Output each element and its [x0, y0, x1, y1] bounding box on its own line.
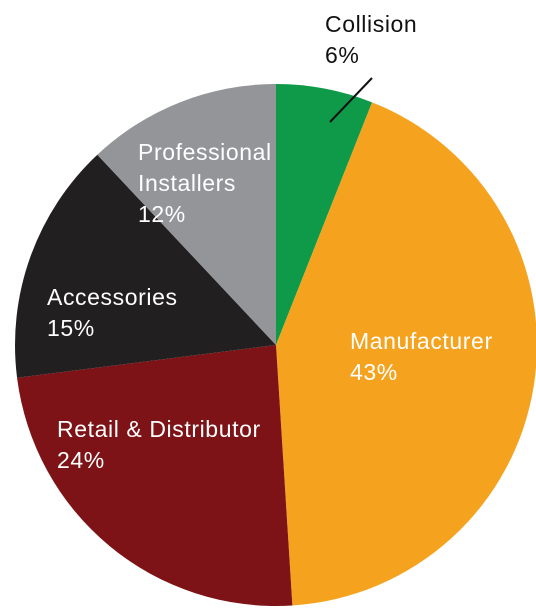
slice-label-accessories: Accessories 15%	[47, 284, 178, 341]
slice-label-manufacturer: Manufacturer 43%	[350, 328, 493, 385]
slice-label-professional-installers: Professional Installers 12%	[138, 139, 272, 227]
slice-label-name: Accessories	[47, 284, 178, 310]
slice-label-name: Professional	[138, 139, 272, 165]
slice-labels: Collision 6% Manufacturer 43% Retail & Distr…	[47, 11, 493, 473]
pie-slice-manufacturer	[276, 102, 536, 606]
pie-slices	[15, 84, 536, 606]
slice-label-value: 43%	[350, 359, 398, 385]
slice-label-name: Collision	[325, 11, 417, 37]
slice-label-collision: Collision 6%	[325, 11, 417, 68]
slice-label-value: 15%	[47, 315, 95, 341]
slice-label-value: 12%	[138, 201, 186, 227]
pie-slice-accessories	[15, 154, 276, 378]
slice-label-value: 6%	[325, 42, 359, 68]
pie-slice-professional-installers	[97, 84, 276, 345]
slice-label-value: 24%	[57, 447, 105, 473]
slice-label-name: Manufacturer	[350, 328, 493, 354]
slice-label-name: Installers	[138, 170, 236, 196]
collision-leader-line	[329, 77, 373, 123]
pie-slice-collision	[276, 84, 373, 345]
slice-label-retail-and-distributor: Retail & Distributor 24%	[57, 416, 261, 473]
slice-label-name: Retail & Distributor	[57, 416, 261, 442]
pie-slice-retail-and-distributor	[17, 345, 293, 606]
